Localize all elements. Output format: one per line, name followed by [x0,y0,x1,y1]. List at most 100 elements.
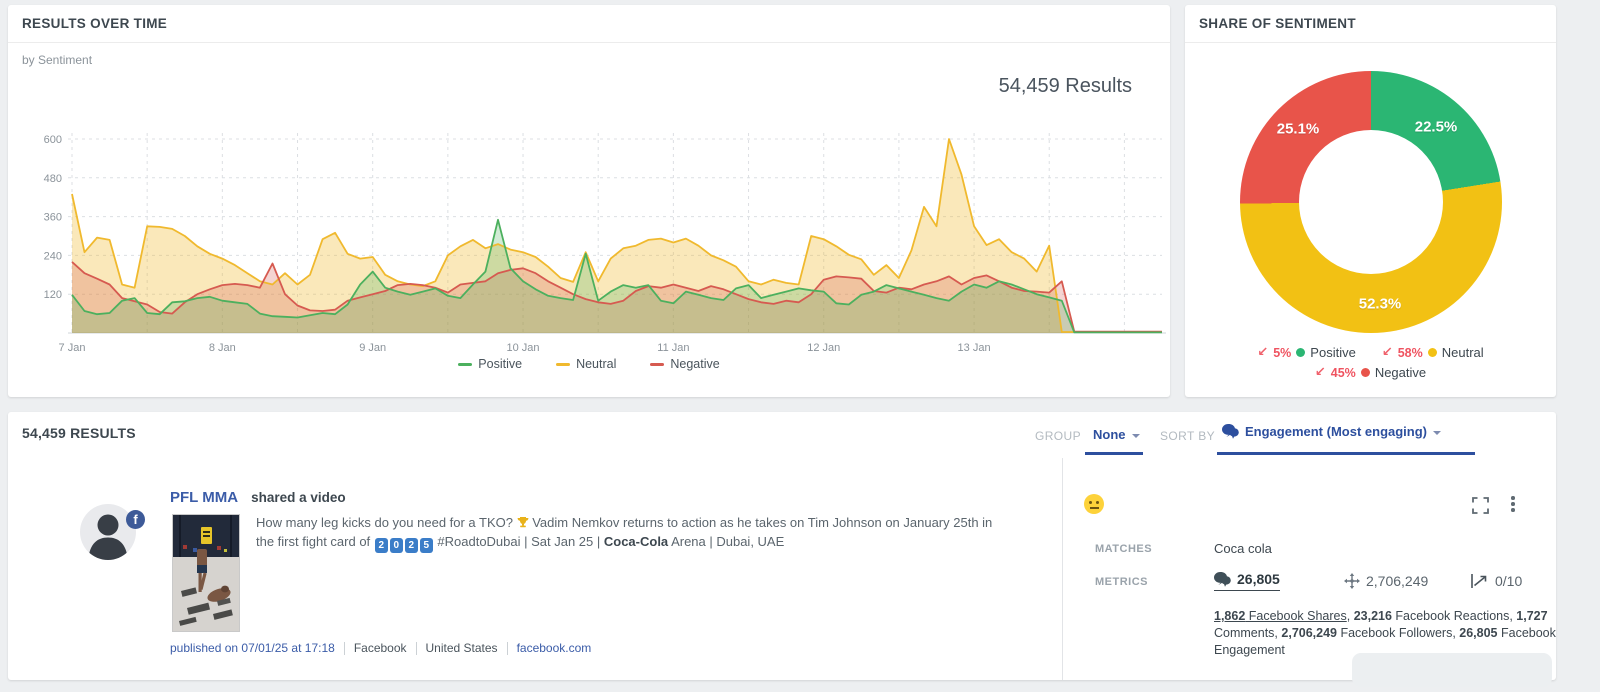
person-silhouette-icon [80,504,136,560]
published-timestamp-link[interactable]: published on 07/01/25 at 17:18 [170,641,335,655]
total-results-count: 54,459 Results [998,75,1132,97]
sort-by-label: SORT BY [1160,429,1216,443]
legend-item-negative[interactable]: 45% Negative [1315,365,1426,380]
sort-dropdown[interactable]: Engagement (Most engaging) [1222,424,1441,439]
avatar[interactable] [80,504,136,560]
text-segment: #RoadtoDubai | Sat Jan 25 | [433,533,604,549]
legend-label: Positive [478,357,523,371]
neutral-dash-icon [556,362,571,366]
positive-dash-icon [458,362,473,366]
matches-value: Coca cola [1214,541,1272,556]
svg-text:480: 480 [44,173,62,185]
mma-scene-thumbnail [173,515,239,631]
legend-label: Negative [670,357,720,371]
comments-icon [1214,571,1231,587]
text-segment: Facebook Followers, [1337,626,1460,640]
group-underline [1085,452,1143,455]
text-segment: 5 [419,537,433,553]
sort-underline [1217,452,1475,455]
post-action: shared a video [251,490,346,505]
spread-arrows-icon [1344,573,1360,589]
decrease-arrow-icon [1257,345,1268,360]
svg-text:8 Jan: 8 Jan [209,342,236,354]
metric-detail-link[interactable]: 1,862 [1214,609,1246,623]
kebab-menu-icon[interactable] [1511,496,1515,515]
decrease-arrow-icon [1315,365,1326,380]
post-author-link[interactable]: PFL MMA [170,489,239,506]
audience-value: 2,706,249 [1366,573,1429,589]
positive-slice-label: 22.5% [1414,118,1458,136]
vertical-divider [1062,458,1063,680]
text-segment: Facebook Reactions, [1391,609,1517,623]
positive-change: 5% [1273,345,1292,360]
results-panel: 54,459 RESULTS GROUP None SORT BY Engage… [8,412,1556,680]
legend-label: Negative [1374,365,1427,380]
results-over-time-card: RESULTS OVER TIME by Sentiment 54,459 Re… [8,5,1170,397]
group-dropdown[interactable]: None [1093,427,1140,442]
post-location: United States [425,641,498,655]
source-domain-link[interactable]: facebook.com [516,641,592,655]
text-segment: Facebook Engagement [1214,626,1556,657]
fullscreen-icon[interactable] [1472,497,1489,519]
metric-detail-link[interactable]: Facebook Shares [1245,609,1347,623]
negative-dot-icon [1360,368,1370,377]
group-value: None [1093,427,1126,442]
svg-text:7 Jan: 7 Jan [59,342,86,354]
share-of-sentiment-title: SHARE OF SENTIMENT [1199,16,1356,31]
sort-value: Engagement (Most engaging) [1245,424,1427,439]
separator [506,641,508,655]
separator [343,641,345,655]
engagement-metric[interactable]: 26,805 [1214,571,1280,591]
chart-subtitle: by Sentiment [22,53,93,67]
text-segment: How many leg kicks do you need for a TKO… [256,515,517,530]
engagement-bubbles-icon [1222,424,1239,439]
impact-chart-icon [1471,574,1487,588]
neutral-sentiment-icon[interactable] [1084,494,1104,514]
post-metadata: published on 07/01/25 at 17:18 Facebook … [170,641,591,655]
timeseries-legend: Positive Neutral Negative [8,357,1170,371]
post-video-thumbnail[interactable] [172,514,240,632]
neutral-slice-label: 52.3% [1358,295,1402,313]
text-segment: 0 [389,537,403,553]
text-segment: Comments, [1214,626,1282,640]
legend-item-neutral[interactable]: Neutral [556,357,616,371]
text-segment: , [1346,609,1354,623]
metrics-label: METRICS [1095,576,1148,588]
results-over-time-header: RESULTS OVER TIME [8,5,1170,43]
text-segment: 2 [374,537,388,553]
results-over-time-title: RESULTS OVER TIME [22,16,168,31]
legend-item-neutral[interactable]: 58% Neutral [1382,345,1484,360]
chevron-down-icon [1131,433,1140,438]
matches-label: MATCHES [1095,543,1153,555]
sentiment-donut-chart[interactable]: 22.5% 25.1% 52.3% [1240,71,1502,333]
sentiment-legend-row-2: 45% Negative [1185,365,1556,380]
neutral-dot-icon [1427,348,1437,357]
text-segment: 2,706,249 [1281,626,1337,640]
chevron-down-icon [1433,430,1441,435]
bottom-right-scroll-thumb[interactable] [1352,653,1552,687]
svg-text:600: 600 [44,134,62,146]
share-of-sentiment-header: SHARE OF SENTIMENT [1185,5,1556,43]
impact-value: 0/10 [1495,573,1523,589]
engagement-value: 26,805 [1237,571,1280,587]
results-over-time-chart[interactable]: 120 240 360 480 600 7 Jan 8 Jan 9 Jan 10 Jan 11 J… [26,125,1166,357]
text-segment: 1,727 [1516,609,1548,623]
audience-metric[interactable]: 2,706,249 [1344,573,1428,589]
svg-text:10 Jan: 10 Jan [507,342,540,354]
svg-text:12 Jan: 12 Jan [807,342,840,354]
network-name: Facebook [353,641,407,655]
impact-metric[interactable]: 0/10 [1470,573,1522,589]
legend-label: Positive [1310,345,1356,360]
svg-text:120: 120 [44,289,62,301]
legend-item-positive[interactable]: Positive [458,357,522,371]
legend-item-negative[interactable]: Negative [650,357,720,371]
separator [415,641,417,655]
svg-text:9 Jan: 9 Jan [359,342,386,354]
svg-text:13 Jan: 13 Jan [958,342,991,354]
legend-item-positive[interactable]: 5% Positive [1257,345,1356,360]
neutral-change: 58% [1397,345,1423,360]
text-segment: Coca-Cola [603,533,669,549]
sentiment-legend-row-1: 5% Positive 58% Neutral [1185,345,1556,360]
post-message: How many leg kicks do you need for a TKO… [256,514,1004,553]
metric-details: 1,862 Facebook Shares, 23,216 Facebook R… [1214,608,1558,659]
